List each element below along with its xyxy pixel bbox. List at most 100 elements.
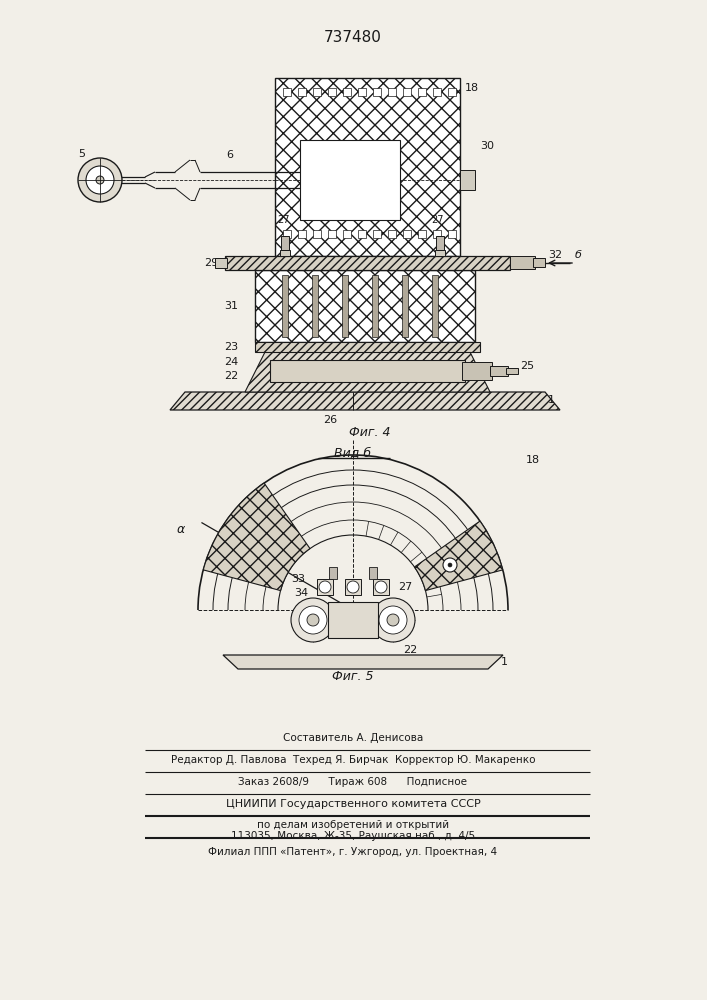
Bar	[460, 170, 475, 190]
Text: 1: 1	[548, 395, 555, 405]
Text: Редактор Д. Павлова  Техред Я. Бирчак  Корректор Ю. Макаренко: Редактор Д. Павлова Техред Я. Бирчак Кор…	[171, 755, 535, 765]
Bar	[358, 88, 366, 96]
Text: 27: 27	[432, 215, 444, 225]
Text: 18: 18	[526, 455, 540, 465]
Bar	[283, 230, 291, 238]
Text: Вид б: Вид б	[334, 446, 372, 460]
Text: 737480: 737480	[324, 30, 382, 45]
Bar	[280, 250, 290, 256]
Text: 6: 6	[226, 150, 233, 160]
Text: 26: 26	[323, 415, 337, 425]
Circle shape	[291, 598, 335, 642]
Text: 29: 29	[204, 258, 218, 268]
Bar	[345, 579, 361, 595]
Text: 1: 1	[501, 657, 508, 667]
Text: 24: 24	[223, 357, 238, 367]
Text: 27: 27	[276, 215, 289, 225]
Circle shape	[78, 158, 122, 202]
Bar	[328, 88, 336, 96]
Text: 22: 22	[223, 371, 238, 381]
Bar	[373, 88, 381, 96]
Bar	[298, 88, 306, 96]
Bar	[225, 256, 510, 270]
Circle shape	[371, 598, 415, 642]
Bar	[372, 275, 378, 337]
Text: 23: 23	[224, 342, 238, 352]
Bar	[506, 368, 518, 374]
Bar	[300, 140, 400, 220]
Bar	[343, 88, 351, 96]
Bar	[402, 275, 408, 337]
Text: 5: 5	[78, 149, 86, 159]
Bar	[448, 230, 456, 238]
Circle shape	[387, 614, 399, 626]
Bar	[448, 88, 456, 96]
Bar	[255, 342, 480, 352]
Text: α: α	[177, 523, 185, 536]
Text: 22: 22	[403, 645, 417, 655]
Bar	[342, 275, 348, 337]
Text: б: б	[575, 250, 582, 260]
Bar	[388, 230, 396, 238]
Bar	[533, 258, 545, 267]
Text: Фиг. 5: Фиг. 5	[332, 670, 374, 684]
Text: 18: 18	[465, 83, 479, 93]
Bar	[418, 88, 426, 96]
Bar	[328, 602, 378, 638]
Bar	[510, 256, 535, 269]
Bar	[436, 236, 444, 250]
Text: 113035, Москва, Ж-35, Раушская наб., д. 4/5: 113035, Москва, Ж-35, Раушская наб., д. …	[231, 831, 475, 841]
Circle shape	[96, 176, 104, 184]
Text: 33: 33	[291, 574, 305, 584]
Bar	[433, 88, 441, 96]
Text: 31: 31	[224, 301, 238, 311]
Text: 27: 27	[398, 582, 412, 592]
Polygon shape	[170, 392, 560, 410]
Circle shape	[307, 614, 319, 626]
Text: Заказ 2608/9      Тираж 608      Подписное: Заказ 2608/9 Тираж 608 Подписное	[238, 777, 467, 787]
Circle shape	[379, 606, 407, 634]
Bar	[312, 275, 318, 337]
Polygon shape	[204, 483, 310, 591]
Bar	[275, 78, 460, 256]
Bar	[281, 236, 289, 250]
Text: 30: 30	[480, 141, 494, 151]
Bar	[462, 362, 492, 380]
Bar	[433, 230, 441, 238]
Bar	[490, 366, 508, 376]
Text: 23: 23	[383, 613, 397, 623]
Bar	[369, 567, 377, 579]
Text: ЦНИИПИ Государственного комитета СССР: ЦНИИПИ Государственного комитета СССР	[226, 799, 480, 809]
Polygon shape	[223, 655, 503, 669]
Text: Фиг. 4: Фиг. 4	[349, 426, 391, 438]
Bar	[403, 230, 411, 238]
Text: Филиал ППП «Патент», г. Ужгород, ул. Проектная, 4: Филиал ППП «Патент», г. Ужгород, ул. Про…	[209, 847, 498, 857]
Circle shape	[319, 581, 331, 593]
Polygon shape	[414, 521, 503, 591]
Bar	[329, 567, 337, 579]
Bar	[298, 230, 306, 238]
Bar	[388, 88, 396, 96]
Text: 32: 32	[548, 250, 562, 260]
Bar	[432, 275, 438, 337]
Text: 34: 34	[294, 588, 308, 598]
Polygon shape	[245, 352, 490, 392]
Circle shape	[448, 563, 452, 567]
Bar	[282, 275, 288, 337]
Bar	[317, 579, 333, 595]
Bar	[343, 230, 351, 238]
Bar	[270, 360, 465, 382]
Bar	[215, 258, 227, 268]
Bar	[313, 88, 321, 96]
Circle shape	[443, 558, 457, 572]
Bar	[418, 230, 426, 238]
Bar	[313, 230, 321, 238]
Bar	[358, 230, 366, 238]
Bar	[283, 88, 291, 96]
Bar	[403, 88, 411, 96]
Bar	[255, 270, 475, 342]
Circle shape	[375, 581, 387, 593]
Bar	[373, 579, 389, 595]
Circle shape	[299, 606, 327, 634]
Text: 25: 25	[520, 361, 534, 371]
